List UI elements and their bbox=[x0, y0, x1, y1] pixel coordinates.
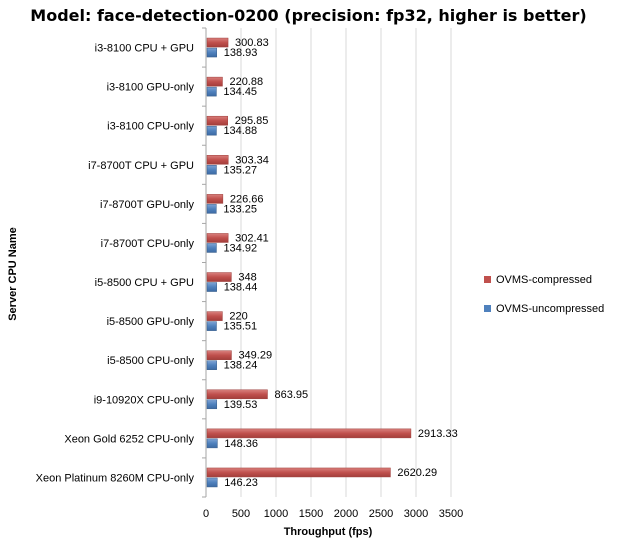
bar-compressed bbox=[206, 428, 412, 439]
x-tick-label: 2500 bbox=[369, 508, 393, 520]
x-tick-label: 3500 bbox=[439, 508, 463, 520]
data-label-compressed: 303.34 bbox=[235, 154, 269, 166]
data-label-uncompressed: 138.24 bbox=[224, 360, 258, 372]
data-label-compressed: 348 bbox=[238, 272, 256, 284]
data-label-compressed: 863.95 bbox=[274, 389, 308, 401]
bar-compressed bbox=[206, 311, 223, 321]
legend-label-compressed: OVMS-compressed bbox=[496, 273, 592, 286]
bar-compressed bbox=[206, 194, 224, 204]
data-label-uncompressed: 138.93 bbox=[224, 47, 258, 59]
x-tick-label: 1500 bbox=[299, 508, 323, 520]
bar-uncompressed bbox=[206, 321, 217, 331]
data-label-compressed: 300.83 bbox=[235, 37, 269, 49]
y-tick-label: i3-8100 CPU-only bbox=[107, 121, 194, 133]
y-tick-label: i3-8100 GPU-only bbox=[107, 82, 195, 94]
data-label-uncompressed: 134.88 bbox=[223, 125, 257, 137]
data-label-compressed: 226.66 bbox=[230, 193, 264, 205]
data-label-compressed: 349.29 bbox=[238, 350, 272, 362]
x-tick-label: 500 bbox=[232, 508, 250, 520]
data-label-uncompressed: 138.44 bbox=[224, 282, 258, 294]
data-label-compressed: 220.88 bbox=[229, 76, 263, 88]
data-label-uncompressed: 134.92 bbox=[223, 242, 257, 254]
y-tick-label: i7-8700T GPU-only bbox=[100, 199, 194, 211]
bar-uncompressed bbox=[206, 399, 218, 410]
legend-label-uncompressed: OVMS-uncompressed bbox=[496, 302, 605, 315]
data-label-uncompressed: 135.51 bbox=[223, 321, 257, 333]
data-label-compressed: 220 bbox=[229, 311, 247, 323]
chart-title: Model: face-detection-0200 (precision: f… bbox=[30, 6, 587, 25]
bar-compressed bbox=[206, 115, 228, 126]
bar-uncompressed bbox=[206, 282, 217, 292]
legend: OVMS-compressed OVMS-uncompressed bbox=[484, 272, 604, 330]
data-label-uncompressed: 133.25 bbox=[223, 203, 257, 215]
y-tick-label: i7-8700T CPU-only bbox=[101, 238, 195, 250]
y-tick-label: i7-8700T CPU + GPU bbox=[88, 160, 194, 172]
bar-compressed bbox=[206, 37, 229, 48]
data-label-compressed: 302.41 bbox=[235, 232, 269, 244]
bar-compressed bbox=[206, 389, 268, 400]
bar-uncompressed bbox=[206, 438, 218, 449]
bar-uncompressed bbox=[206, 125, 217, 136]
y-tick-label: i5-8500 CPU-only bbox=[107, 355, 194, 367]
x-tick-label: 2000 bbox=[334, 508, 358, 520]
x-tick-label: 1000 bbox=[264, 508, 288, 520]
y-tick-label: i5-8500 CPU + GPU bbox=[95, 277, 194, 289]
bar-uncompressed bbox=[206, 243, 217, 253]
bar-compressed bbox=[206, 233, 229, 243]
legend-swatch-uncompressed bbox=[484, 305, 491, 312]
data-label-uncompressed: 134.45 bbox=[223, 86, 257, 98]
bar-compressed bbox=[206, 155, 229, 165]
x-axis-title: Throughput (fps) bbox=[283, 526, 373, 538]
data-label-uncompressed: 148.36 bbox=[224, 438, 258, 450]
data-label-uncompressed: 146.23 bbox=[224, 477, 258, 489]
data-label-compressed: 2620.29 bbox=[397, 467, 437, 479]
y-tick-label: Xeon Gold 6252 CPU-only bbox=[64, 433, 194, 445]
legend-item-uncompressed: OVMS-uncompressed bbox=[484, 301, 604, 316]
y-tick-label: i5-8500 GPU-only bbox=[107, 316, 195, 328]
y-tick-label: i9-10920X CPU-only bbox=[94, 394, 195, 406]
data-label-uncompressed: 139.53 bbox=[224, 399, 258, 411]
bar-compressed bbox=[206, 76, 223, 87]
y-tick-label: Xeon Platinum 8260M CPU-only bbox=[36, 472, 195, 484]
bar-uncompressed bbox=[206, 47, 217, 58]
bar-uncompressed bbox=[206, 360, 217, 370]
bar-compressed bbox=[206, 272, 232, 282]
data-label-uncompressed: 135.27 bbox=[223, 164, 257, 176]
data-label-compressed: 295.85 bbox=[235, 115, 269, 127]
x-tick-label: 3000 bbox=[404, 508, 428, 520]
bar-compressed bbox=[206, 350, 232, 360]
y-tick-label: i3-8100 CPU + GPU bbox=[95, 43, 194, 55]
bar-uncompressed bbox=[206, 204, 217, 214]
bar-compressed bbox=[206, 467, 391, 478]
x-tick-label: 0 bbox=[203, 508, 209, 520]
bar-uncompressed bbox=[206, 477, 218, 488]
bar-uncompressed bbox=[206, 165, 217, 175]
legend-item-compressed: OVMS-compressed bbox=[484, 272, 604, 287]
data-label-compressed: 2913.33 bbox=[418, 428, 458, 440]
bar-uncompressed bbox=[206, 86, 217, 97]
legend-swatch-compressed bbox=[484, 276, 491, 283]
